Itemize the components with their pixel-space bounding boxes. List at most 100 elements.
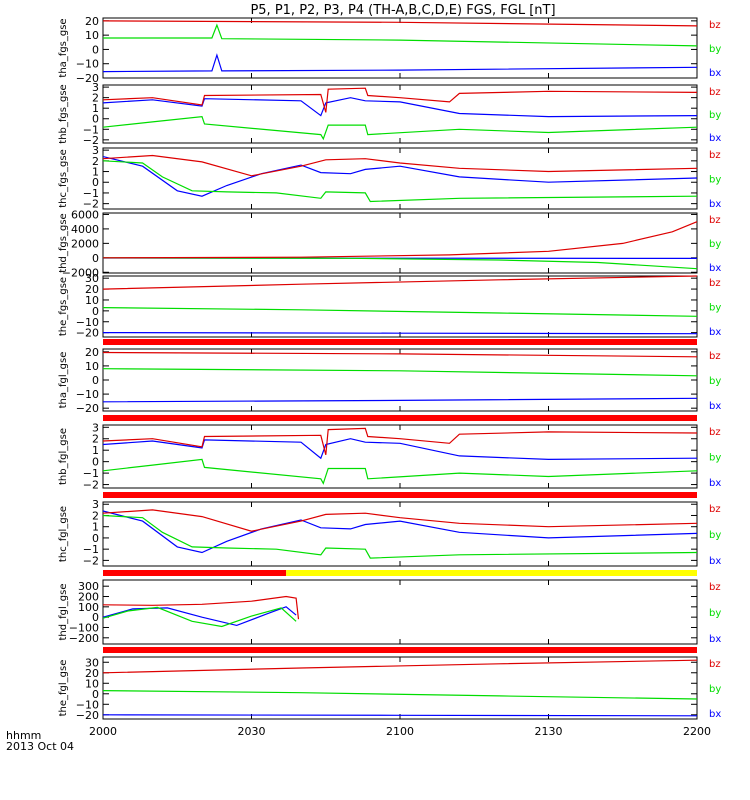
quality-flag-bar bbox=[103, 647, 697, 653]
quality-flag-bar bbox=[103, 492, 697, 498]
y-tick-label: 0 bbox=[92, 374, 99, 387]
y-tick-label: −200 bbox=[69, 632, 99, 645]
y-tick-label: 0 bbox=[92, 688, 99, 701]
y-tick-label: −1 bbox=[83, 123, 99, 136]
y-tick-label: 10 bbox=[85, 294, 99, 307]
series-bz-line bbox=[102, 20, 698, 27]
legend-bz: bz bbox=[709, 504, 721, 515]
y-tick-label: −20 bbox=[76, 709, 99, 722]
legend-by: by bbox=[709, 110, 721, 121]
panel-frame bbox=[102, 212, 698, 274]
y-tick-label: 3 bbox=[92, 144, 99, 157]
y-tick-label: 200 bbox=[78, 591, 99, 604]
legend-bx: bx bbox=[709, 478, 721, 489]
y-tick-label: 3 bbox=[92, 421, 99, 434]
y-tick-label: 6000 bbox=[71, 208, 99, 221]
series-bx-line bbox=[102, 438, 698, 461]
y-tick-label: −10 bbox=[76, 388, 99, 401]
panel-frame bbox=[102, 17, 698, 79]
x-axis-row2-label: 2013 Oct 04 bbox=[6, 740, 74, 753]
legend-bz: bz bbox=[709, 150, 721, 161]
y-tick-label: 0 bbox=[92, 113, 99, 126]
legend-bz: bz bbox=[709, 582, 721, 593]
series-bx-line bbox=[102, 714, 698, 717]
plot-title: P5, P1, P2, P3, P4 (TH-A,B,C,D,E) FGS, F… bbox=[250, 3, 555, 18]
y-tick-label: 1 bbox=[92, 166, 99, 179]
x-tick-label: 2030 bbox=[238, 725, 266, 738]
y-tick-label: −2 bbox=[83, 554, 99, 567]
y-tick-label: −2 bbox=[83, 134, 99, 147]
series-bx-line bbox=[102, 97, 698, 118]
y-tick-label: 2 bbox=[92, 155, 99, 168]
y-tick-label: 20 bbox=[85, 15, 99, 28]
legend-bz: bz bbox=[709, 427, 721, 438]
x-axis-row1-label: hhmm bbox=[6, 729, 41, 742]
y-tick-label: −20 bbox=[76, 402, 99, 415]
y-tick-label: 2 bbox=[92, 92, 99, 105]
series-bz-line bbox=[102, 275, 698, 290]
y-tick-label: 30 bbox=[85, 272, 99, 285]
y-tick-label: 0 bbox=[92, 305, 99, 318]
y-tick-label: 2000 bbox=[71, 237, 99, 250]
legend-bx: bx bbox=[709, 709, 721, 720]
series-bz-line bbox=[102, 509, 698, 532]
legend-bz: bz bbox=[709, 215, 721, 226]
y-tick-label: 30 bbox=[85, 656, 99, 669]
legend-by: by bbox=[709, 684, 721, 695]
y-tick-label: 0 bbox=[92, 532, 99, 545]
y-tick-label: −1 bbox=[83, 543, 99, 556]
series-by-line bbox=[102, 606, 297, 628]
legend-by: by bbox=[709, 239, 721, 250]
quality-flag-bar bbox=[103, 570, 287, 576]
series-by-line bbox=[102, 514, 698, 559]
x-tick-label: 2200 bbox=[683, 725, 711, 738]
panel-frame bbox=[102, 84, 698, 144]
legend-bx: bx bbox=[709, 263, 721, 274]
y-tick-label: 1 bbox=[92, 444, 99, 457]
panel-frame bbox=[102, 424, 698, 489]
y-tick-label: 0 bbox=[92, 611, 99, 624]
y-tick-label: 1 bbox=[92, 521, 99, 534]
y-tick-label: 3 bbox=[92, 498, 99, 511]
y-axis-label: thd_fgs_gse bbox=[58, 213, 69, 272]
y-axis-label: the_fgs_gse bbox=[58, 277, 69, 336]
series-bz-line bbox=[102, 351, 698, 358]
series-by-line bbox=[102, 368, 698, 377]
y-axis-label: thb_fgl_gse bbox=[58, 428, 69, 485]
y-tick-label: 0 bbox=[92, 176, 99, 189]
series-bz-line bbox=[102, 221, 698, 259]
y-tick-label: 300 bbox=[78, 580, 99, 593]
y-tick-label: 0 bbox=[92, 252, 99, 265]
y-axis-label: tha_fgs_gse bbox=[58, 18, 69, 77]
y-tick-label: 20 bbox=[85, 667, 99, 680]
quality-flag-bar bbox=[286, 570, 697, 576]
panel-frame bbox=[102, 275, 698, 338]
legend-bz: bz bbox=[709, 659, 721, 670]
legend-by: by bbox=[709, 175, 721, 186]
y-tick-label: 20 bbox=[85, 346, 99, 359]
x-tick-label: 2100 bbox=[386, 725, 414, 738]
series-bx-line bbox=[102, 53, 698, 73]
y-tick-label: −1 bbox=[83, 467, 99, 480]
y-tick-label: 3 bbox=[92, 81, 99, 94]
series-bx-line bbox=[102, 332, 698, 335]
legend-bz: bz bbox=[709, 87, 721, 98]
legend-bx: bx bbox=[709, 199, 721, 210]
y-tick-label: 1 bbox=[92, 102, 99, 115]
legend-by: by bbox=[709, 453, 721, 464]
x-tick-label: 2130 bbox=[535, 725, 563, 738]
series-by-line bbox=[102, 458, 698, 485]
series-by-line bbox=[102, 307, 698, 317]
legend-bx: bx bbox=[709, 327, 721, 338]
series-by-line bbox=[102, 115, 698, 141]
y-tick-label: 4000 bbox=[71, 223, 99, 236]
y-tick-label: −20 bbox=[76, 327, 99, 340]
y-tick-label: −10 bbox=[76, 58, 99, 71]
y-tick-label: 20 bbox=[85, 283, 99, 296]
y-tick-label: −2 bbox=[83, 198, 99, 211]
legend-bx: bx bbox=[709, 634, 721, 645]
